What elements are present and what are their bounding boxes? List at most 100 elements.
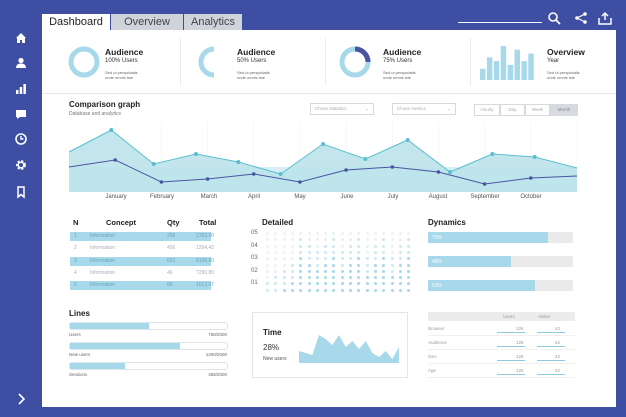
dot-mark [266,244,269,248]
dot-mark [307,269,311,273]
dot-mark [365,250,369,254]
dot-mark [382,257,386,261]
dot-mark [382,269,386,273]
bookmark-icon[interactable] [14,185,28,199]
gear-icon[interactable] [14,158,28,172]
bar-chart-icon[interactable] [14,82,28,96]
clock-icon[interactable] [14,132,28,146]
search-icon[interactable] [547,11,561,25]
area-point [363,157,368,161]
line-point [390,165,395,169]
dynamics-bar-label: 63% [432,283,443,289]
area-series [69,130,577,192]
upload-icon[interactable] [598,11,612,25]
comparison-subtitle: Database and analytics [69,111,121,117]
dot-mark [390,282,394,286]
dot-mark [315,282,319,286]
dot-mark [299,244,303,248]
tab-dashboard[interactable]: Dashboard [42,14,110,30]
dot-mark [282,250,286,254]
search-input[interactable] [458,22,542,23]
table-header: N Concept Qty Total [73,218,217,227]
dot-mark [390,263,394,267]
dot-mark [390,276,394,280]
dot-mark [340,257,344,261]
dot-mark [324,282,328,286]
dot-mark [373,232,377,235]
range-week-button[interactable]: Week [525,104,550,116]
dot-mark [266,276,269,280]
dot-mark [390,269,394,273]
line-label: New users [69,352,91,357]
line-series [69,159,577,185]
dot-mark [365,269,369,273]
stats-row-divider [428,363,575,364]
month-label: October [520,194,542,200]
y-tick-label: 01 [251,280,258,286]
tab-overview[interactable]: Overview [111,14,183,30]
line-point [436,170,441,174]
dot-mark [307,257,311,261]
donut-chart-half [198,46,215,78]
range-hourly-button[interactable]: Hourly [474,104,500,116]
dot-mark [365,238,369,242]
user-icon[interactable] [14,56,28,70]
dot-mark [349,288,352,292]
card-desc: unde omnis iste [383,75,412,80]
dot-mark [390,238,394,242]
dot-mark [390,288,394,292]
stats-users-underline [497,360,525,362]
dot-mark [315,244,319,248]
dot-mark [357,244,361,248]
dot-mark [307,288,311,292]
y-tick-label: 02 [251,267,258,274]
dot-mark [332,288,336,292]
dashboard-panel: Audience 100% Users Sed ut perspiciatis … [42,30,616,407]
dot-mark [266,269,269,273]
dot-mark [373,238,377,242]
share-icon[interactable] [574,11,588,25]
dot-mark [382,244,386,248]
range-month-button[interactable]: Month [550,104,578,116]
table-row[interactable]: 2 Information 456 1294,42 [74,245,215,252]
statistics-select[interactable]: Chose statistics ⌄ [310,103,374,115]
dot-mark [324,244,328,248]
dot-mark [407,232,411,235]
donut-chart-three-quarter [339,46,371,78]
stats-row-divider [428,349,575,350]
dot-mark [282,232,286,235]
area-point [321,142,325,146]
stats-visitors-value: 42 [555,354,561,359]
dot-mark [373,288,377,292]
dot-mark [290,288,294,292]
range-day-button[interactable]: Day [500,104,525,116]
dynamics-bar [428,256,511,267]
line-label: Users [69,332,81,337]
table-row[interactable]: 4 Information 46 7290,80 [74,269,215,276]
dot-mark [282,276,286,280]
dot-mark [349,250,352,254]
comparison-area-chart [69,122,577,192]
table-row[interactable]: 3 Information 621 8100,00 [70,256,214,266]
table-row[interactable]: 1 Information 256 2763,00 [70,232,214,241]
stats-users-underline [497,332,525,334]
chevron-right-icon[interactable] [14,392,28,406]
dot-mark [290,232,294,235]
y-tick-label: 04 [251,242,258,249]
dot-mark [290,250,294,254]
home-icon[interactable] [14,31,28,45]
line-value: 758/2000 [208,332,227,337]
line-fill [70,363,125,369]
dot-mark [365,263,369,267]
dot-mark [274,232,278,235]
dot-mark [299,282,303,286]
dot-mark [357,269,361,273]
dot-mark [357,232,361,235]
table-row[interactable]: 5 Information 60 1012,07 [70,281,214,291]
dynamics-bar-label: 48% [432,259,443,265]
tab-analytics[interactable]: Analytics [184,14,242,30]
dot-mark [340,263,344,267]
message-icon[interactable] [14,107,28,121]
metrics-select[interactable]: Chose metrics ⌄ [392,103,456,115]
month-axis: January February March April May June July Augu… [42,194,616,204]
